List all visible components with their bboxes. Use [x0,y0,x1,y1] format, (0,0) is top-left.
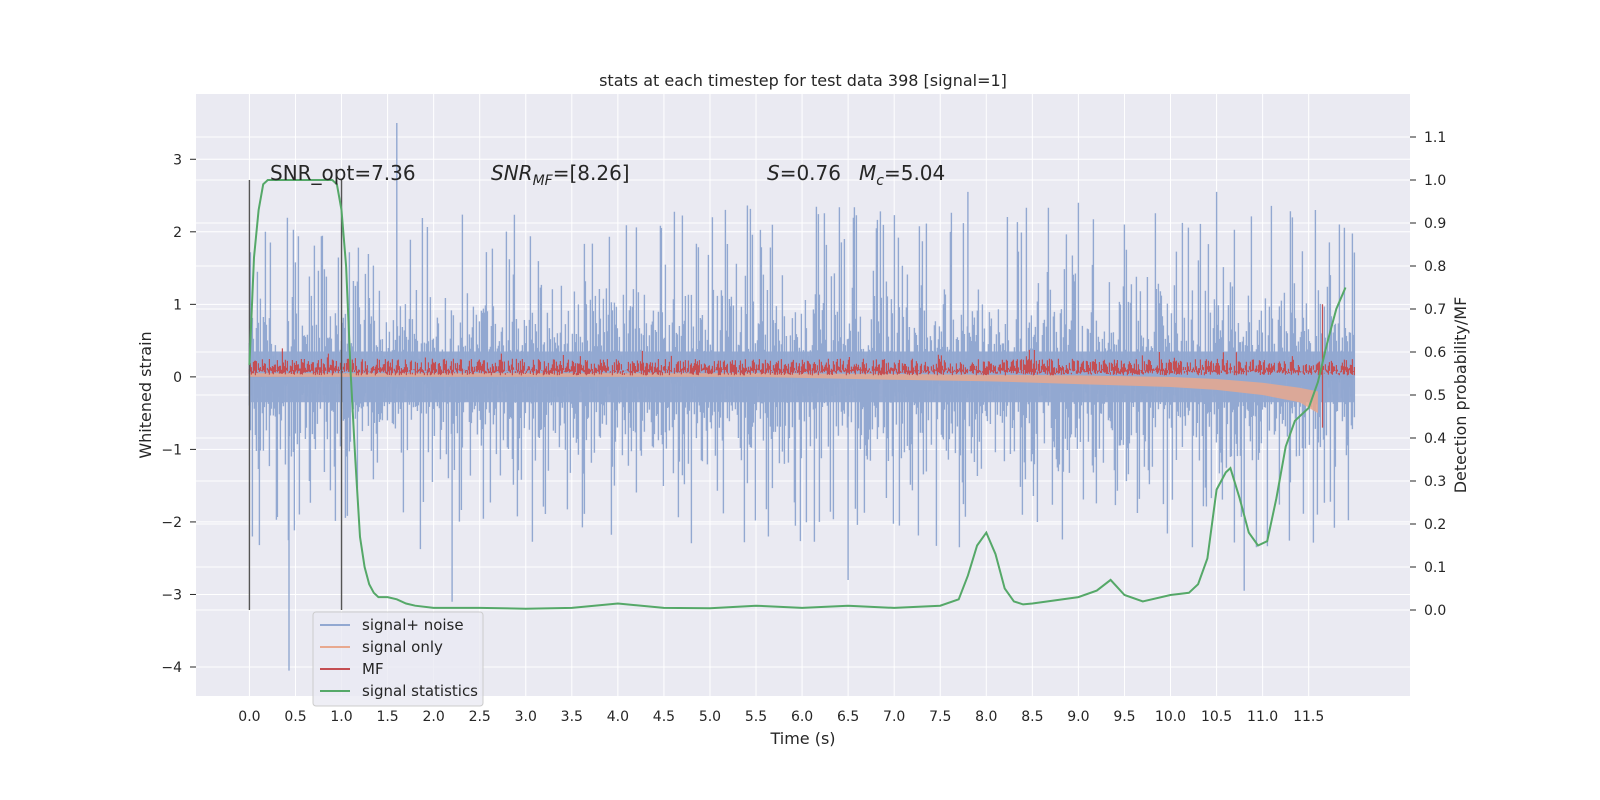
signal-statistics-series [248,179,1347,610]
y-left-tick-label: −2 [161,515,182,531]
y-right-tick-label: 1.0 [1424,173,1446,189]
signal-statistics-line [248,179,1347,610]
x-tick-label: 1.5 [376,709,398,725]
y-left-tick-label: 2 [173,225,182,241]
legend-box [312,611,484,707]
snr-mf-subscript: MF [533,173,554,189]
y-right-tick-label: 0.0 [1424,603,1446,619]
mc-symbol: M [859,161,876,185]
y-left-tick-label: 0 [173,370,182,386]
y-right-tick-label: 0.1 [1424,560,1446,576]
x-tick-label: 5.0 [699,709,721,725]
legend-label-signal-only: signal only [362,638,443,656]
annotation-snr-mf: SNRMF=[8.26] [491,161,630,189]
x-tick-label: 1.0 [330,709,352,725]
legend-label-signal-noise: signal+ noise [362,616,464,634]
y-left-tick-label: 3 [173,152,182,168]
snr-mf-value: =[8.26] [553,161,630,185]
s-symbol: S [767,161,780,185]
y-right-axis-ticks: 0.0 0.1 0.2 0.3 0.4 0.5 0.6 0.7 0.8 0.9 1.0 1.1 [1410,130,1446,619]
x-tick-label: 5.5 [745,709,767,725]
x-axis-ticks: 0.0 0.5 1.0 1.5 2.0 2.5 3.0 3.5 4.0 4.5 5.0 5.5 6.0 6… [238,709,1324,725]
legend: signal+ noise signal only MF signal stat… [312,611,484,707]
x-tick-label: 6.0 [791,709,813,725]
x-tick-label: 10.5 [1201,709,1232,725]
y-right-tick-label: 0.7 [1424,302,1446,318]
x-tick-label: 9.5 [1113,709,1135,725]
y-left-tick-label: −1 [161,442,182,458]
y-left-tick-label: 1 [173,297,182,313]
signal-only-envelope [249,373,1318,414]
x-tick-label: 4.0 [607,709,629,725]
y-right-tick-label: 0.2 [1424,517,1446,533]
x-tick-label: 8.0 [975,709,997,725]
y-right-tick-label: 0.3 [1424,474,1446,490]
snr-mf-symbol: SNR [491,161,533,185]
y-right-tick-label: 0.5 [1424,388,1446,404]
chart-title: stats at each timestep for test data 398… [599,71,1007,90]
mc-value: =5.04 [884,161,945,185]
x-tick-label: 3.5 [561,709,583,725]
x-tick-label: 7.5 [929,709,951,725]
x-tick-label: 2.0 [423,709,445,725]
x-tick-label: 7.0 [883,709,905,725]
y-left-axis-ticks: −4 −3 −2 −1 0 1 2 3 [161,152,196,676]
x-tick-label: 11.5 [1293,709,1324,725]
x-tick-label: 3.0 [515,709,537,725]
x-tick-label: 0.0 [238,709,260,725]
mc-subscript: c [876,173,884,189]
y-right-axis-label: Detection probability/MF [1451,297,1470,494]
vertical-markers [248,180,343,610]
annotation-mc: Mc=5.04 [859,161,945,189]
x-tick-label: 9.0 [1067,709,1089,725]
x-tick-label: 0.5 [284,709,306,725]
y-right-tick-label: 0.6 [1424,345,1446,361]
annotation-s: S=0.76 [767,161,841,185]
y-left-tick-label: −4 [161,660,182,676]
x-tick-label: 8.5 [1021,709,1043,725]
y-left-tick-label: −3 [161,587,182,603]
y-right-tick-label: 1.1 [1424,130,1446,146]
x-tick-label: 6.5 [837,709,859,725]
y-right-tick-label: 0.8 [1424,259,1446,275]
legend-label-signal-statistics: signal statistics [362,682,478,700]
x-tick-label: 2.5 [469,709,491,725]
s-value: =0.76 [780,161,841,185]
y-right-tick-label: 0.9 [1424,216,1446,232]
annotation-snr-opt: SNR_opt=7.36 [270,161,416,185]
x-tick-label: 10.0 [1155,709,1186,725]
x-tick-label: 4.5 [653,709,675,725]
x-axis-label: Time (s) [769,729,835,748]
legend-label-mf: MF [362,660,384,678]
x-tick-label: 11.0 [1247,709,1278,725]
signal-only-series [249,373,1318,414]
y-left-axis-label: Whitened strain [136,331,155,458]
y-right-tick-label: 0.4 [1424,431,1446,447]
